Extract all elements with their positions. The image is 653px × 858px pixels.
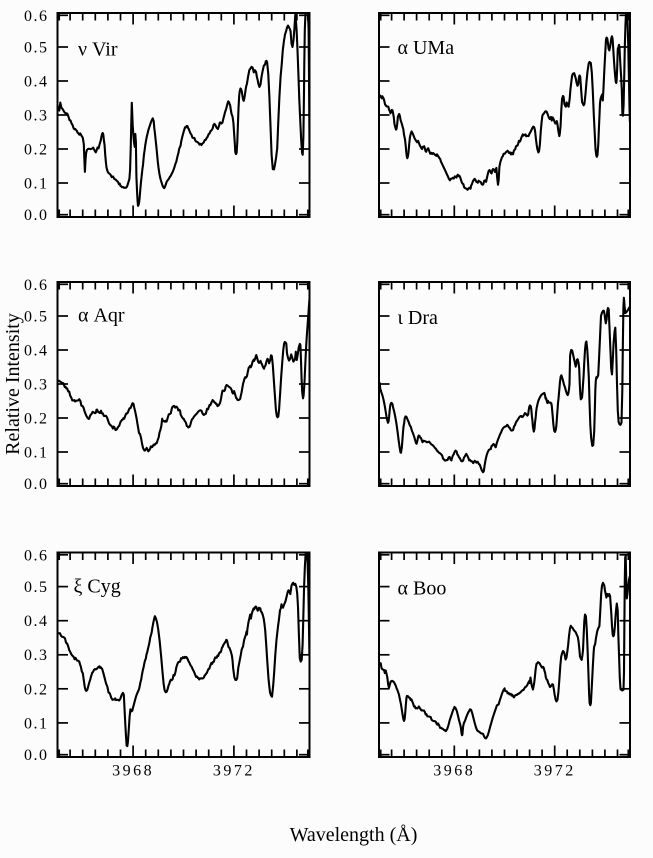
svg-text:0.4: 0.4 xyxy=(24,74,49,91)
svg-text:0.0: 0.0 xyxy=(24,207,49,224)
svg-text:α Boo: α Boo xyxy=(398,578,447,600)
svg-text:0.3: 0.3 xyxy=(24,647,49,664)
svg-text:α Aqr: α Aqr xyxy=(78,305,125,327)
svg-text:0.4: 0.4 xyxy=(24,343,49,360)
svg-text:ν Vir: ν Vir xyxy=(78,38,118,60)
svg-text:0.3: 0.3 xyxy=(24,108,49,125)
svg-text:3972: 3972 xyxy=(534,763,576,780)
svg-text:0.6: 0.6 xyxy=(24,547,49,564)
svg-text:0.1: 0.1 xyxy=(24,445,49,462)
svg-text:0.5: 0.5 xyxy=(24,309,49,326)
svg-text:0.5: 0.5 xyxy=(24,40,49,57)
svg-text:ξ Cyg: ξ Cyg xyxy=(74,576,121,598)
svg-text:0.2: 0.2 xyxy=(24,142,49,159)
svg-text:0.5: 0.5 xyxy=(24,579,49,596)
svg-text:0.0: 0.0 xyxy=(24,476,49,493)
svg-text:α UMa: α UMa xyxy=(398,37,455,59)
svg-text:0.1: 0.1 xyxy=(24,715,49,732)
svg-text:0.1: 0.1 xyxy=(24,176,49,193)
svg-text:0.0: 0.0 xyxy=(24,747,49,764)
svg-text:0.2: 0.2 xyxy=(24,681,49,698)
svg-text:3972: 3972 xyxy=(213,763,255,780)
svg-text:0.2: 0.2 xyxy=(24,411,49,428)
svg-text:3968: 3968 xyxy=(433,763,475,780)
svg-text:3968: 3968 xyxy=(112,763,154,780)
svg-text:0.6: 0.6 xyxy=(24,8,49,25)
svg-text:0.6: 0.6 xyxy=(24,277,49,294)
svg-text:0.3: 0.3 xyxy=(24,377,49,394)
svg-text:Relative Intensity: Relative Intensity xyxy=(2,313,24,455)
svg-text:0.4: 0.4 xyxy=(24,613,49,630)
svg-text:ι Dra: ι Dra xyxy=(398,307,438,329)
svg-text:Wavelength (Å): Wavelength (Å) xyxy=(290,824,418,846)
